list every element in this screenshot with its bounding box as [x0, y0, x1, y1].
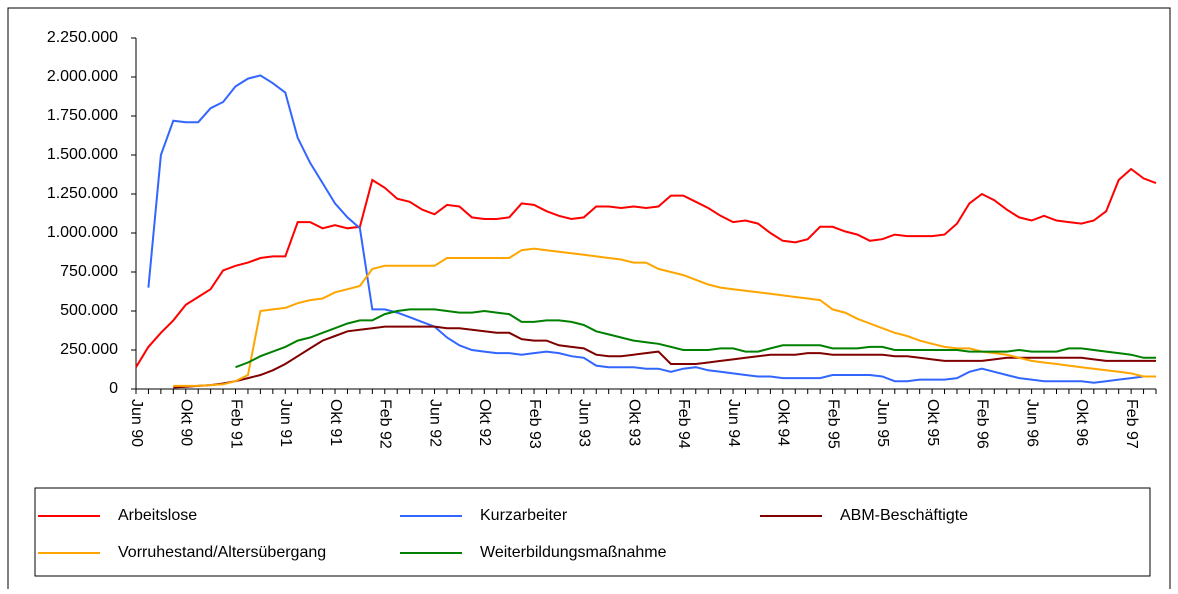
x-tick-label: Okt 95: [924, 399, 941, 446]
x-tick-label: Feb 95: [824, 399, 841, 449]
legend-box: [34, 487, 1151, 577]
y-tick-label: 1.000.000: [47, 224, 118, 241]
legend-label: Kurzarbeiter: [480, 507, 568, 524]
x-tick-label: Okt 91: [327, 399, 344, 446]
y-tick-label: 1.250.000: [47, 185, 118, 202]
y-tick-label: 1.500.000: [47, 146, 118, 163]
y-tick-label: 2.000.000: [47, 68, 118, 85]
series-line: [173, 247, 1156, 387]
y-tick-label: 1.750.000: [47, 107, 118, 124]
legend-label: Arbeitslose: [118, 507, 197, 524]
y-tick-label: 500.000: [60, 302, 118, 319]
x-tick-label: Jun 90: [128, 399, 145, 447]
x-tick-label: Feb 94: [675, 399, 692, 449]
chart-frame: [7, 7, 1171, 589]
series-line: [173, 325, 1156, 389]
series-line: [147, 74, 1156, 384]
x-tick-label: Feb 91: [227, 399, 244, 449]
series-line: [235, 308, 1156, 369]
x-tick-label: Jun 92: [426, 399, 443, 447]
y-tick-label: 0: [109, 380, 118, 397]
x-tick-label: Jun 96: [1023, 399, 1040, 447]
legend-label: ABM-Beschäftigte: [840, 507, 968, 524]
legend-label: Weiterbildungsmaßnahme: [480, 544, 667, 561]
y-tick-label: 750.000: [60, 263, 118, 280]
x-tick-label: Jun 94: [725, 399, 742, 447]
x-tick-label: Jun 95: [874, 399, 891, 447]
x-tick-label: Feb 93: [526, 399, 543, 449]
x-tick-label: Okt 96: [1073, 399, 1090, 446]
series-line: [135, 167, 1157, 368]
x-tick-label: Okt 92: [476, 399, 493, 446]
x-tick-label: Feb 92: [377, 399, 394, 449]
x-tick-label: Okt 93: [625, 399, 642, 446]
x-tick-label: Jun 93: [576, 399, 593, 447]
x-tick-label: Feb 97: [1123, 399, 1140, 449]
x-tick-label: Okt 94: [775, 399, 792, 446]
x-tick-label: Okt 90: [178, 399, 195, 446]
legend-label: Vorruhestand/Altersübergang: [118, 544, 326, 561]
x-tick-label: Feb 96: [974, 399, 991, 449]
y-tick-label: 250.000: [60, 341, 118, 358]
y-tick-label: 2.250.000: [47, 29, 118, 46]
x-tick-label: Jun 91: [277, 399, 294, 447]
